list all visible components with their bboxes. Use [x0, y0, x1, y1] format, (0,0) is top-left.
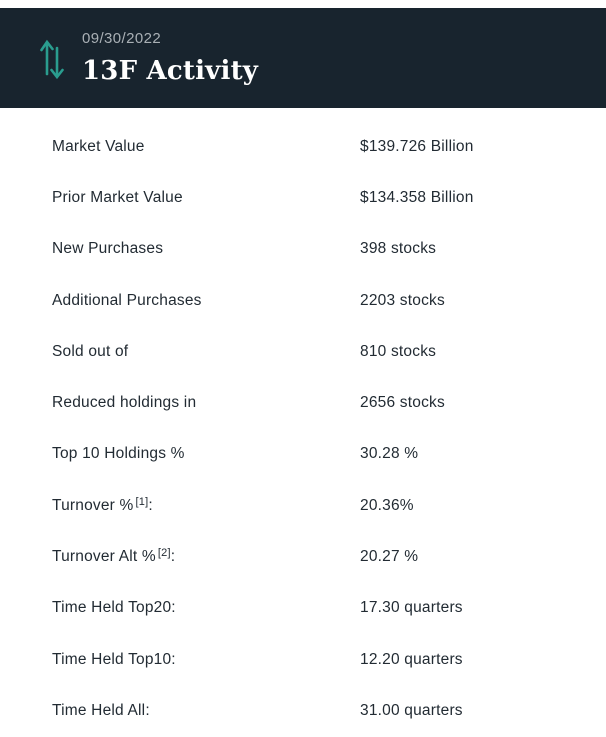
stat-value: 20.27 % — [360, 548, 419, 566]
stat-row-sold-out-of: Sold out of 810 stocks — [0, 326, 606, 377]
stat-row-reduced-holdings: Reduced holdings in 2656 stocks — [0, 377, 606, 428]
stat-row-top10-holdings-pct: Top 10 Holdings % 30.28 % — [0, 429, 606, 480]
stat-label: Time Held All: — [52, 701, 150, 719]
stat-value: 31.00 quarters — [360, 701, 463, 719]
stat-row-time-held-all: Time Held All: 31.00 quarters — [0, 685, 606, 736]
stat-label: Reduced holdings in — [52, 394, 197, 412]
stat-value: 17.30 quarters — [360, 599, 463, 617]
stat-label: Market Value — [52, 137, 145, 155]
stat-value: 2203 stocks — [360, 291, 445, 309]
stat-label: Prior Market Value — [52, 188, 183, 206]
stat-label: Turnover % [1]: — [52, 495, 153, 514]
stat-label: Top 10 Holdings % — [52, 445, 185, 463]
footnote-ref: [2] — [157, 547, 171, 560]
stat-value: $139.726 Billion — [360, 137, 474, 155]
stat-label: Additional Purchases — [52, 291, 202, 309]
top-margin — [0, 0, 606, 8]
stat-label: Sold out of — [52, 342, 129, 360]
stat-value: 2656 stocks — [360, 394, 445, 412]
stat-label: Time Held Top20: — [52, 599, 176, 617]
stat-row-additional-purchases: Additional Purchases 2203 stocks — [0, 275, 606, 326]
stat-row-turnover-alt-pct: Turnover Alt % [2]: 20.27 % — [0, 531, 606, 582]
card-header: 09/30/2022 13F Activity — [0, 8, 606, 108]
stat-label: Time Held Top10: — [52, 650, 176, 668]
stat-label: New Purchases — [52, 240, 164, 258]
stat-row-prior-market-value: Prior Market Value $134.358 Billion — [0, 172, 606, 223]
stat-value: 12.20 quarters — [360, 650, 463, 668]
swap-vertical-arrows-icon — [36, 35, 68, 81]
footnote-ref: [1] — [135, 495, 149, 508]
stat-row-new-purchases: New Purchases 398 stocks — [0, 224, 606, 275]
page-title: 13F Activity — [82, 56, 259, 86]
stat-label: Turnover Alt % [2]: — [52, 547, 176, 566]
stat-row-time-held-top10: Time Held Top10: 12.20 quarters — [0, 634, 606, 685]
stats-list: Market Value $139.726 Billion Prior Mark… — [0, 108, 606, 737]
report-date: 09/30/2022 — [82, 30, 162, 47]
stat-value: 398 stocks — [360, 240, 437, 258]
stat-value: 810 stocks — [360, 342, 437, 360]
stat-value: $134.358 Billion — [360, 188, 474, 206]
stat-row-turnover-pct: Turnover % [1]: 20.36% — [0, 480, 606, 531]
stat-value: 20.36% — [360, 496, 414, 514]
stat-row-time-held-top20: Time Held Top20: 17.30 quarters — [0, 583, 606, 634]
header-text: 09/30/2022 13F Activity — [82, 30, 258, 86]
stat-value: 30.28 % — [360, 445, 419, 463]
stat-row-market-value: Market Value $139.726 Billion — [0, 121, 606, 172]
